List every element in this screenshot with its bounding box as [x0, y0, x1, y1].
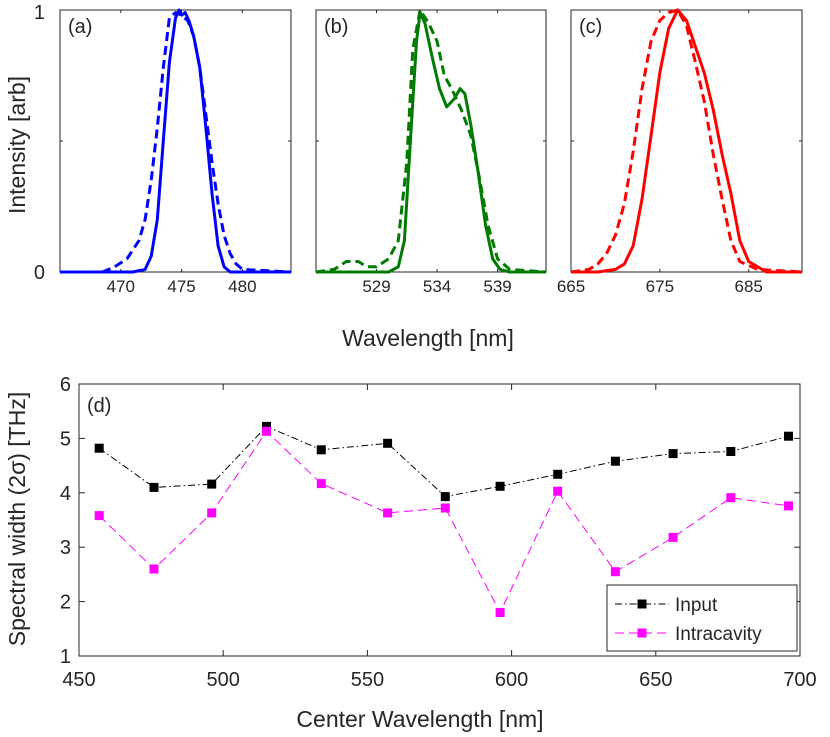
panel-d-input-point-6: [440, 492, 450, 502]
panel-d-intracavity-point-11: [726, 493, 736, 503]
legend-label-intracavity: Intracavity: [675, 624, 762, 645]
panel-d-input-point-7: [495, 481, 505, 491]
panel-d-ytick-label-4: 5: [60, 428, 71, 450]
panel-b-xtick-label-2: 539: [483, 277, 511, 296]
panel-b-xtick-label-0: 529: [362, 277, 390, 296]
panel-d-input-point-0: [94, 443, 104, 453]
panel-b-xtick-label-1: 534: [423, 277, 451, 296]
panel-c: 665 675 685 (c): [557, 8, 803, 296]
bottom-y-axis-label: Spectral width (2σ) [THz]: [4, 392, 30, 646]
panel-d-ytick-label-3: 4: [60, 483, 71, 505]
panel-c-frame: [570, 9, 803, 273]
panel-d-ytick-label-0: 1: [60, 646, 71, 668]
panel-d-input-point-8: [553, 469, 563, 479]
panel-a-frame: [59, 9, 292, 273]
panel-d-input-point-2: [207, 479, 217, 489]
panel-d-xtick-label-3: 600: [495, 669, 528, 691]
panel-d-xtick-label-5: 700: [783, 669, 816, 691]
panel-d-ytick-label-1: 2: [60, 592, 71, 614]
panel-d-xtick-label-4: 650: [639, 669, 672, 691]
legend-marker-input: [637, 599, 647, 609]
top-y-tick-label-0: 0: [34, 262, 45, 284]
panel-c-xtick-label-0: 665: [557, 277, 585, 296]
panel-d-input-point-10: [668, 449, 678, 459]
panel-d-ytick-label-2: 3: [60, 537, 71, 559]
panel-c-series-dashed: [570, 8, 803, 274]
panel-d-label: (d): [87, 395, 111, 417]
panel-a: 470 475 480 (a): [59, 8, 292, 296]
panel-b-label: (b): [324, 16, 348, 38]
panel-d-intracavity-point-1: [149, 564, 159, 574]
panel-d: 450 500 550 600 650 700 1 2 3 4 5 6 (d) Input Intracav…: [60, 374, 817, 691]
legend-marker-intracavity: [637, 628, 647, 638]
panel-d-intracavity-point-2: [207, 508, 217, 518]
panel-d-intracavity-point-10: [668, 532, 678, 542]
panel-d-input-point-12: [784, 431, 793, 441]
panel-d-intracavity-point-5: [383, 508, 393, 518]
panel-b-series-dashed: [315, 8, 547, 274]
panel-d-intracavity-point-8: [553, 486, 563, 496]
panel-d-intracavity-point-12: [784, 501, 793, 511]
legend-label-input: Input: [675, 595, 718, 616]
panel-d-xtick-label-1: 500: [207, 669, 240, 691]
panel-d-intracavity-point-6: [440, 503, 450, 513]
panel-a-series-solid: [60, 8, 291, 274]
panel-d-input-point-9: [610, 456, 620, 466]
top-y-tick-label-1: 1: [34, 2, 45, 24]
panel-a-series-dashed: [60, 11, 292, 274]
panel-c-xtick-label-2: 685: [735, 277, 763, 296]
panel-d-input-point-5: [383, 438, 393, 448]
panel-b-series-solid: [316, 11, 546, 274]
top-y-axis-label: Intensity [arb]: [4, 76, 30, 214]
panel-d-intracavity-point-4: [316, 479, 326, 489]
panel-d-xtick-label-2: 550: [351, 669, 384, 691]
panel-d-intracavity-point-3: [262, 426, 271, 436]
panel-d-ytick-label-5: 6: [60, 374, 71, 396]
panel-d-intracavity-point-0: [94, 511, 104, 521]
panel-a-xtick-label-1: 475: [167, 277, 195, 296]
panel-d-xtick-label-0: 450: [62, 669, 95, 691]
panel-d-input-point-4: [316, 445, 326, 455]
panel-a-xtick-label-2: 480: [228, 277, 256, 296]
panel-d-intracavity-point-7: [495, 608, 505, 617]
panel-d-input-point-1: [149, 482, 159, 492]
panel-d-intracavity-point-9: [610, 567, 620, 577]
panel-b: 529 534 539 (b): [315, 8, 547, 296]
panel-a-xtick-label-0: 470: [107, 277, 135, 296]
panel-d-input-point-11: [726, 447, 736, 456]
panel-c-xtick-label-1: 675: [646, 277, 674, 296]
top-x-axis-label: Wavelength [nm]: [342, 325, 514, 351]
panel-c-label: (c): [579, 16, 602, 38]
panel-a-label: (a): [68, 16, 92, 38]
bottom-x-axis-label: Center Wavelength [nm]: [296, 706, 543, 732]
legend-box: [606, 584, 798, 652]
